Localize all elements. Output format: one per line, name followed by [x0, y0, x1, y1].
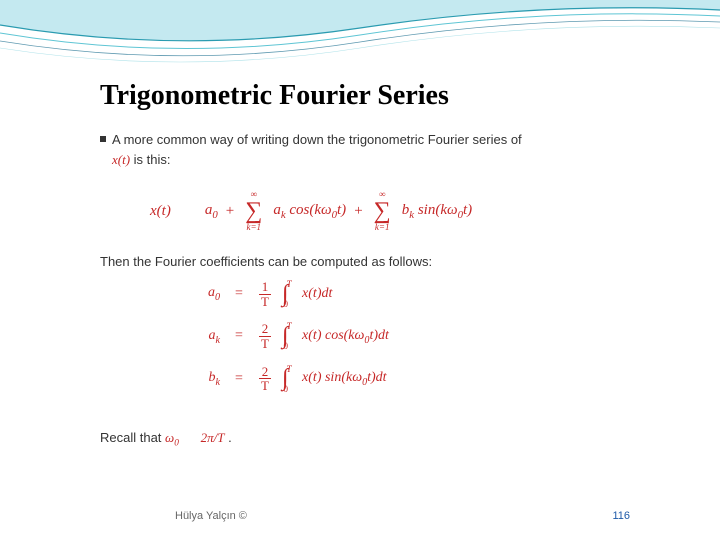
- eq-plus1: +: [226, 203, 234, 220]
- frac-ak: 2 T: [258, 322, 272, 350]
- main-equation: x(t) a0 + ∞ ∑ k=1 ak cos(kω0t) + ∞ ∑ k=1…: [150, 190, 472, 232]
- recall-line: Recall that ω0 2π/T .: [100, 430, 232, 449]
- sum-2: ∞ ∑ k=1: [374, 190, 391, 232]
- mid-text: Then the Fourier coefficients can be com…: [100, 254, 432, 269]
- footer-page: 116: [612, 510, 630, 522]
- coeff-ak: ak = 2 T ∫ T 0 x(t) cos(kω0t)dt: [190, 322, 389, 350]
- sum-1: ∞ ∑ k=1: [245, 190, 262, 232]
- integral-a0: ∫ T 0: [282, 281, 298, 308]
- intro-text-b: is this:: [134, 152, 171, 167]
- integral-ak: ∫ T 0: [282, 323, 298, 350]
- sigma-icon: ∑: [374, 199, 391, 223]
- eq-lhs: x(t): [150, 203, 171, 220]
- integral-bk: ∫ T 0: [282, 365, 298, 392]
- intro-bullet: A more common way of writing down the tr…: [100, 130, 660, 169]
- frac-a0: 1 T: [258, 280, 272, 308]
- footer-author: Hülya Yalçın ©: [175, 510, 247, 522]
- slide-title: Trigonometric Fourier Series: [100, 80, 449, 112]
- intro-text-a: A more common way of writing down the tr…: [112, 132, 522, 147]
- coeff-bk: bk = 2 T ∫ T 0 x(t) sin(kω0t)dt: [190, 365, 389, 393]
- slide: Trigonometric Fourier Series A more comm…: [0, 0, 720, 540]
- coefficients: a0 = 1 T ∫ T 0 x(t)dt ak = 2 T ∫ T 0: [190, 280, 389, 407]
- sigma-icon: ∑: [245, 199, 262, 223]
- x-of-t: x(t): [112, 152, 130, 167]
- frac-bk: 2 T: [258, 365, 272, 393]
- eq-plus2: +: [354, 203, 362, 220]
- coeff-a0: a0 = 1 T ∫ T 0 x(t)dt: [190, 280, 389, 308]
- bullet-icon: [100, 136, 106, 142]
- swoosh-decoration: [0, 0, 720, 90]
